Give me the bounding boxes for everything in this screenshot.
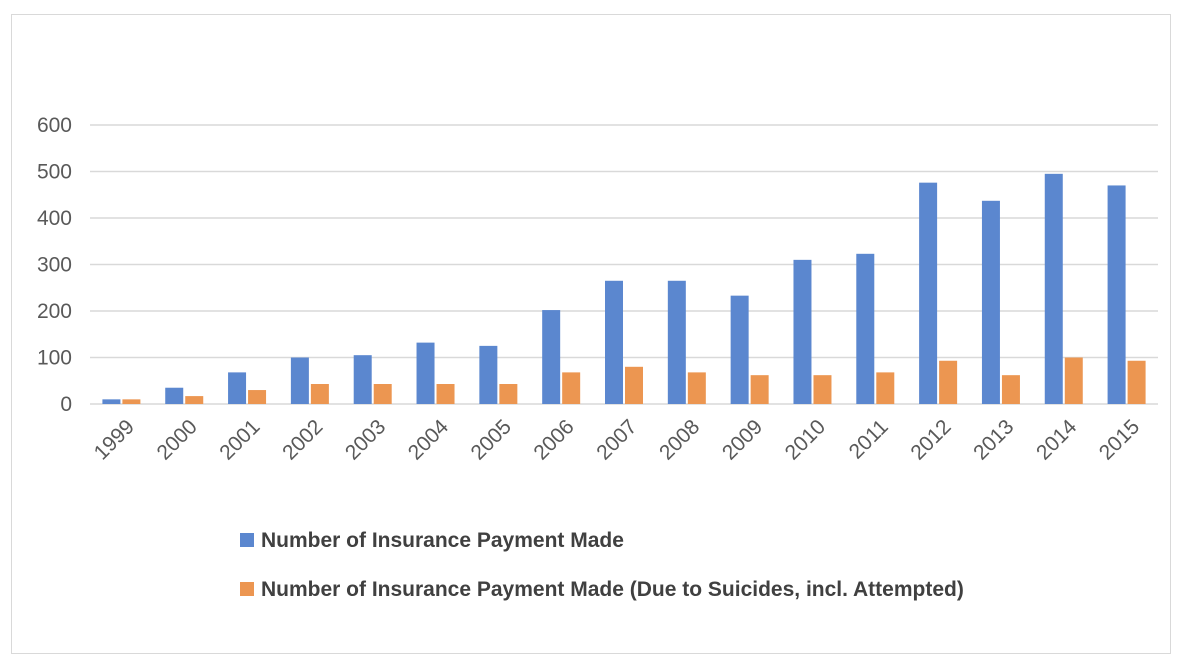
x-axis-tick-labels: 1999 2000 2001 2002 2003 2004 2005 2006 2007 2008…	[90, 415, 1144, 465]
x-tick-label: 2003	[341, 415, 390, 464]
y-tick-label: 400	[37, 207, 72, 230]
bars	[102, 173, 1146, 404]
y-tick-label: 0	[60, 393, 72, 416]
bar-suicide-1999	[122, 399, 141, 404]
x-tick-label: 2010	[781, 415, 830, 464]
legend-swatch-1	[240, 533, 254, 547]
x-tick-label: 2015	[1095, 415, 1144, 464]
legend-swatch-2	[240, 582, 254, 596]
x-tick-label: 2005	[467, 415, 516, 464]
x-tick-label: 2000	[152, 415, 201, 464]
y-tick-label: 100	[37, 347, 72, 370]
x-tick-label: 2013	[969, 415, 1018, 464]
x-tick-label: 2012	[906, 415, 955, 464]
bar-suicide-2015	[1127, 360, 1146, 404]
bar-chart: 0 100 200 300 400 500 600 1999 2000 2001 2002 2003…	[37, 114, 1158, 601]
x-tick-label: 2011	[845, 415, 893, 463]
bar-suicide-2012	[939, 360, 958, 404]
bar-total-2007	[605, 280, 623, 404]
bar-total-1999	[102, 399, 121, 404]
bar-suicide-2002	[310, 384, 329, 404]
bar-suicide-2009	[750, 375, 769, 404]
x-tick-label: 2009	[718, 415, 767, 464]
y-tick-label: 600	[37, 114, 72, 137]
bar-suicide-2010	[813, 375, 832, 404]
x-tick-label: 2001	[215, 415, 264, 464]
y-axis-tick-labels: 0 100 200 300 400 500 600	[37, 114, 72, 416]
bar-total-2015	[1107, 185, 1126, 404]
chart-container: 0 100 200 300 400 500 600 1999 2000 2001 2002 2003…	[11, 14, 1171, 654]
bar-suicide-2011	[876, 372, 895, 404]
bar-total-2013	[981, 200, 1000, 404]
x-tick-label: 2008	[655, 415, 704, 464]
bar-suicide-2005	[499, 384, 518, 404]
legend: Number of Insurance Payment Made Number o…	[240, 529, 964, 601]
x-tick-label: 2014	[1032, 415, 1082, 465]
x-tick-label: 2007	[592, 415, 641, 464]
bar-total-2008	[667, 280, 686, 404]
bar-total-2009	[730, 295, 749, 404]
bar-total-2001	[228, 372, 247, 404]
y-tick-label: 200	[37, 300, 72, 323]
bar-suicide-2006	[562, 372, 581, 404]
bar-total-2005	[479, 345, 498, 404]
bar-suicide-2000	[185, 396, 204, 404]
bar-total-2006	[542, 310, 561, 404]
bar-total-2004	[416, 342, 435, 404]
bar-suicide-2004	[436, 384, 455, 404]
bar-suicide-2013	[1001, 375, 1020, 404]
x-tick-label: 2002	[278, 415, 327, 464]
bar-total-2011	[856, 253, 875, 404]
bar-suicide-2001	[248, 390, 267, 404]
legend-label-2: Number of Insurance Payment Made (Due to…	[261, 578, 964, 601]
bar-total-2003	[353, 355, 372, 404]
legend-label-1: Number of Insurance Payment Made	[261, 529, 624, 552]
bar-total-2002	[290, 357, 309, 404]
x-tick-label: 1999	[90, 415, 139, 464]
y-tick-label: 300	[37, 254, 72, 277]
bar-total-2010	[793, 259, 812, 404]
x-tick-label: 2006	[529, 415, 578, 464]
bar-total-2000	[165, 387, 184, 404]
bar-total-2012	[919, 182, 938, 404]
x-tick-label: 2004	[404, 415, 454, 465]
gridlines	[90, 124, 1158, 405]
bar-suicide-2003	[373, 384, 392, 404]
bar-suicide-2014	[1064, 357, 1083, 404]
bar-suicide-2008	[687, 372, 706, 404]
bar-suicide-2007	[625, 366, 643, 404]
bar-total-2014	[1044, 173, 1063, 404]
y-tick-label: 500	[37, 161, 72, 184]
